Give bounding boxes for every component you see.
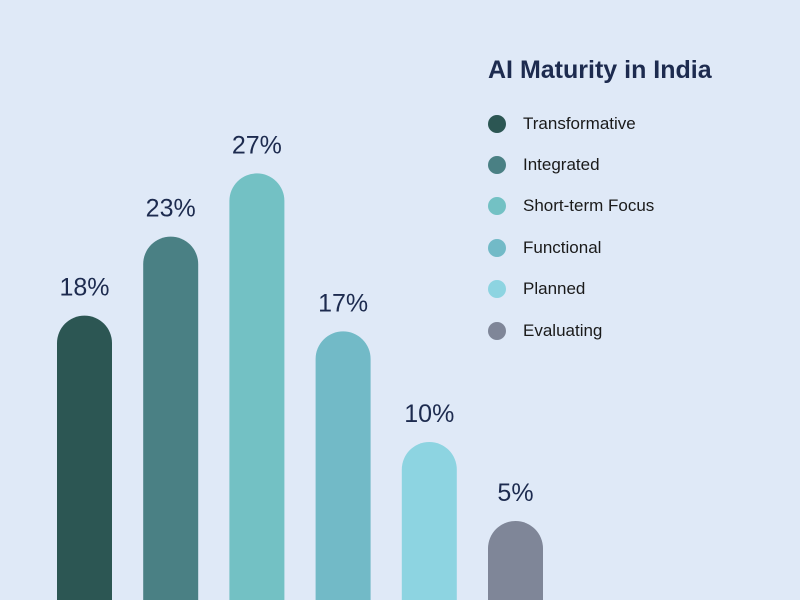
legend-swatch	[488, 114, 506, 133]
legend-item: Transformative	[488, 103, 654, 144]
legend-item: Evaluating	[488, 310, 654, 351]
legend-swatch	[488, 280, 506, 299]
legend-label: Functional	[523, 237, 602, 257]
legend-swatch	[488, 238, 506, 257]
legend-swatch	[488, 321, 506, 340]
data-label: 17%	[318, 289, 368, 317]
bar-planned	[401, 442, 457, 600]
data-label: 5%	[497, 479, 533, 507]
legend-label: Transformative	[523, 113, 636, 133]
legend-swatch	[488, 156, 506, 175]
data-label: 18%	[59, 274, 109, 302]
chart-title: AI Maturity in India	[488, 56, 712, 84]
data-label: 27%	[232, 131, 282, 159]
legend-item: Short-term Focus	[488, 186, 654, 227]
legend-label: Evaluating	[523, 320, 603, 340]
bar-evaluating	[488, 521, 543, 600]
bar-short-term-focus	[229, 173, 285, 600]
data-label: 23%	[146, 195, 196, 223]
legend-item: Integrated	[488, 144, 654, 185]
bar-transformative	[57, 315, 112, 600]
legend-item: Functional	[488, 227, 654, 268]
legend-label: Short-term Focus	[523, 196, 655, 216]
legend-item: Planned	[488, 269, 654, 310]
legend-label: Planned	[523, 279, 586, 299]
bar-integrated	[143, 236, 199, 600]
bar-functional	[315, 331, 371, 600]
legend: Transformative Integrated Short-term Focus…	[488, 103, 654, 351]
legend-swatch	[488, 197, 506, 216]
legend-label: Integrated	[523, 155, 600, 175]
data-label: 10%	[404, 400, 454, 428]
